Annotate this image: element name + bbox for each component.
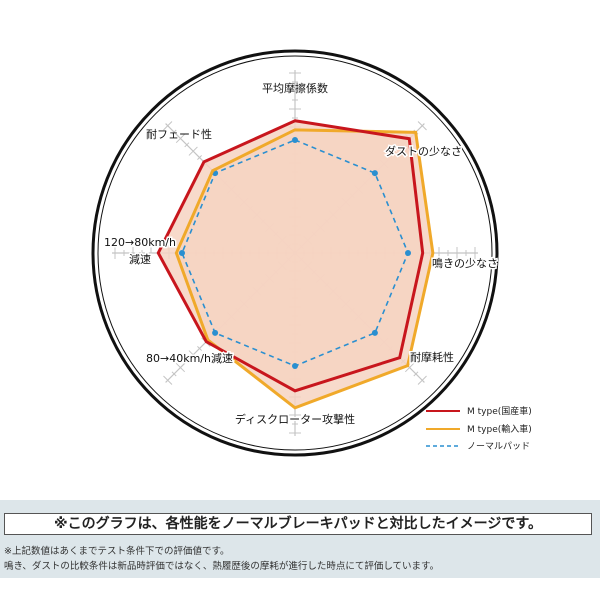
series-lines [156, 119, 435, 410]
data-point [371, 329, 378, 336]
axis-tick [417, 375, 427, 385]
note-line-2: 鳴き、ダストの比較条件は新品時評価ではなく、熱履歴後の摩耗が進行した時点にて評価… [4, 561, 440, 572]
area-fill [158, 120, 433, 408]
axis-labels: 平均摩擦係数 ダストの少なさ 鳴きの少なさ 耐摩耗性 ディスクローター攻撃性 8… [103, 81, 500, 428]
data-point [212, 329, 219, 336]
axis-label-dust: ダストの少なさ [385, 144, 462, 158]
axis-tick [175, 133, 186, 144]
data-point [292, 137, 298, 143]
data-point [405, 250, 411, 256]
axis-tick [163, 121, 173, 131]
axis-tick [417, 121, 427, 131]
axis-label-decel-80-40: 80→40km/h減速 [146, 351, 233, 365]
legend-label-normal: ノーマルパッド [467, 441, 530, 452]
note-boxed: ※このグラフは、各性能をノーマルブレーキパッドと対比したイメージです。 [4, 513, 592, 535]
axis-tick [197, 155, 203, 161]
radar-chart: 平均摩擦係数 ダストの少なさ 鳴きの少なさ 耐摩耗性 ディスクローター攻撃性 8… [91, 49, 532, 457]
notes-section: ※このグラフは、各性能をノーマルブレーキパッドと対比したイメージです。 ※上記数… [0, 500, 600, 578]
axis-label-noise: 鳴きの少なさ [432, 256, 498, 270]
axis-tick [197, 345, 203, 351]
series-line [156, 119, 425, 393]
series-fill [176, 129, 433, 408]
series-line [174, 128, 435, 410]
axis-label-rotor-attack: ディスクローター攻撃性 [235, 412, 355, 426]
axis-label-fade: 耐フェード性 [146, 127, 212, 141]
legend-label-import: M type(輸入車) [467, 423, 532, 435]
axis-tick [413, 371, 419, 377]
legend-label-domestic: M type(国産車) [467, 405, 532, 417]
axis-label-decel-120-80-line2: 減速 [129, 252, 151, 266]
axis-tick [404, 362, 415, 373]
axis-label-wear: 耐摩耗性 [410, 350, 454, 364]
legend: M type(国産車) M type(輸入車) ノーマルパッド [426, 405, 532, 452]
axis-tick [188, 146, 198, 156]
axis-tick [184, 358, 190, 364]
note-line-1: ※上記数値はあくまでテスト条件下での評価値です。 [4, 546, 230, 557]
axis-tick [188, 350, 198, 360]
axis-tick [171, 129, 177, 135]
axis-label-friction: 平均摩擦係数 [262, 81, 328, 95]
inner-ring [97, 55, 493, 451]
axis-tick [184, 142, 190, 148]
data-point [371, 170, 378, 177]
axis-tick [171, 371, 177, 377]
axis-tick [163, 375, 173, 385]
axis-tick [175, 362, 186, 373]
data-point [179, 250, 185, 256]
data-point [292, 363, 298, 369]
axis-label-decel-120-80: 120→80km/h [104, 236, 176, 249]
